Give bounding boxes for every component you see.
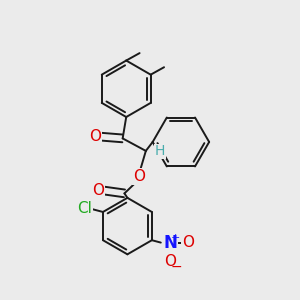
Text: O: O [89,129,101,144]
Text: O: O [164,254,176,269]
Text: +: + [171,233,180,243]
Text: H: H [155,145,165,158]
Text: N: N [164,234,177,252]
Text: O: O [182,235,194,250]
Text: Cl: Cl [77,202,92,217]
Text: −: − [170,260,182,273]
Text: O: O [133,169,145,184]
Text: O: O [92,183,104,198]
